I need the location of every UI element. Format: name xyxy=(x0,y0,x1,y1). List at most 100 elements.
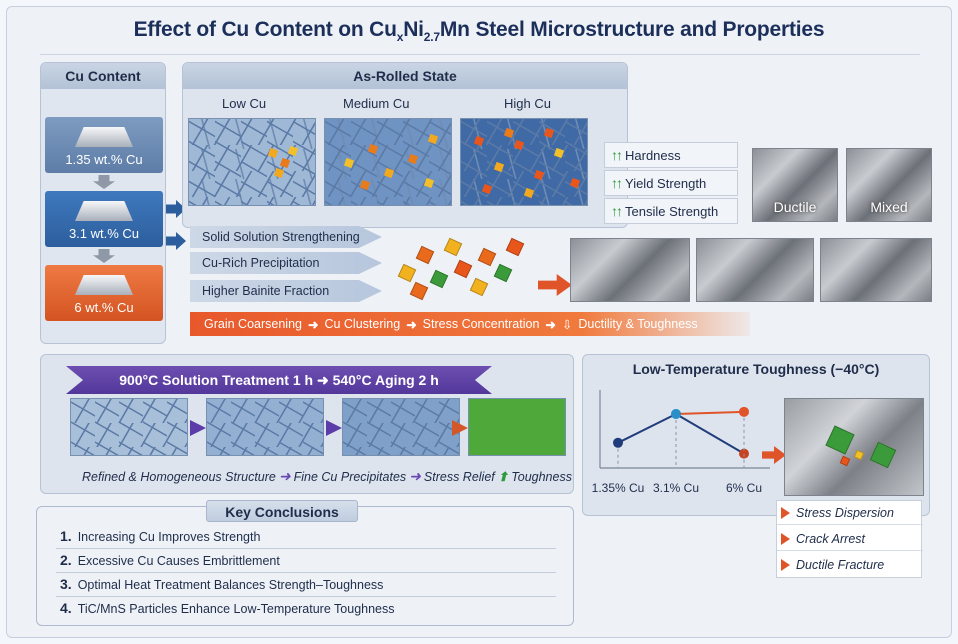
x-tick-label: 3.1% Cu xyxy=(653,481,699,495)
aging-label: 540°C Aging 2 h xyxy=(332,372,439,388)
ingot-icon xyxy=(75,127,133,147)
data-point xyxy=(613,437,623,448)
key-conclusions-header: Key Conclusions xyxy=(206,500,358,522)
cu-level-high: 6 wt.% Cu xyxy=(45,265,163,321)
microstructure-image-low xyxy=(188,118,316,206)
title-divider xyxy=(40,54,920,55)
microstructure-label-high: High Cu xyxy=(504,96,551,111)
precipitate xyxy=(279,157,291,169)
up-arrow-icon: ↑↑ xyxy=(611,203,623,219)
ht-step: Refined & Homogeneous Structure xyxy=(82,469,276,484)
precipitate xyxy=(359,179,371,191)
solution-treatment-label: 900°C Solution Treatment 1 h xyxy=(119,372,314,388)
up-arrow-icon: ↑↑ xyxy=(611,147,623,163)
page-title: Effect of Cu Content on CuxNi2.7Mn Steel… xyxy=(133,18,825,45)
cu-level-label: 3.1 wt.% Cu xyxy=(68,226,140,241)
heat-treatment-banner: 900°C Solution Treatment 1 h ➜ 540°C Agi… xyxy=(66,366,492,394)
toughening-mechanisms-list: Stress Dispersion Crack Arrest Ductile F… xyxy=(776,500,923,578)
mechanism-item: Ductile Fracture xyxy=(777,553,923,577)
crystal xyxy=(429,269,449,289)
fracture-image-1 xyxy=(570,238,690,302)
fracture-image-ductile: Ductile xyxy=(752,148,838,222)
fracture-image-mixed: Mixed xyxy=(846,148,932,222)
crystal xyxy=(443,237,463,257)
crystal xyxy=(839,455,851,467)
right-arrow-icon xyxy=(166,232,186,250)
crystal xyxy=(493,263,513,283)
data-point xyxy=(739,448,749,459)
precipitate xyxy=(473,135,485,147)
fracture-image-2 xyxy=(696,238,814,302)
crystal xyxy=(477,247,497,267)
arrow-icon: ➜ xyxy=(316,372,333,388)
conclusion-item: 4. TiC/MnS Particles Enhance Low-Temperat… xyxy=(60,600,395,616)
arrow-icon: ➜ xyxy=(278,468,291,484)
divider xyxy=(56,572,556,573)
triangle-icon xyxy=(781,559,790,571)
property-label: Yield Strength xyxy=(625,175,707,191)
arrow-icon: ➜ xyxy=(307,317,319,332)
precipitate-cluster-illustration xyxy=(384,226,534,306)
crystal xyxy=(409,281,429,301)
data-point xyxy=(739,406,749,417)
down-arrow-icon xyxy=(93,175,115,189)
precipitate xyxy=(523,187,535,199)
microstructure-image-medium xyxy=(324,118,452,206)
conclusion-item: 2. Excessive Cu Causes Embrittlement xyxy=(60,552,280,568)
crystal xyxy=(415,245,435,265)
ingot-icon xyxy=(75,201,133,221)
mechanism-solid-solution: Solid Solution Strengthening xyxy=(190,226,382,248)
triangle-icon xyxy=(781,532,790,545)
precipitate xyxy=(267,147,279,159)
property-tensile-strength: ↑↑ Tensile Strength xyxy=(604,198,738,224)
precipitate xyxy=(569,177,581,189)
chain-step: Stress Concentration xyxy=(422,317,540,331)
precipitate xyxy=(343,157,355,169)
ht-step: Toughness xyxy=(511,469,572,484)
mechanism-cu-precipitation: Cu-Rich Precipitation xyxy=(190,252,382,274)
crystal xyxy=(869,441,897,469)
mechanism-item: Stress Dispersion xyxy=(777,501,923,525)
cu-level-medium: 3.1 wt.% Cu xyxy=(45,191,163,247)
crystal xyxy=(397,263,417,283)
x-tick-label: 6% Cu xyxy=(726,481,762,495)
key-conclusions-panel xyxy=(36,506,574,626)
x-tick-label: 1.35% Cu xyxy=(592,481,645,495)
series-line xyxy=(675,410,745,415)
data-point xyxy=(671,409,681,419)
precipitate xyxy=(287,145,299,157)
precipitate xyxy=(503,127,515,139)
crystal xyxy=(453,259,473,279)
microstructure-label-medium: Medium Cu xyxy=(343,96,410,111)
toughness-line-chart: 1.35% Cu 3.1% Cu 6% Cu xyxy=(592,390,770,495)
low-temp-title: Low-Temperature Toughness (−40°C) xyxy=(632,361,880,377)
fracture-surface-image xyxy=(784,398,924,496)
as-rolled-header: As-Rolled State xyxy=(183,63,627,89)
ht-microstructure-4 xyxy=(468,398,566,456)
precipitate xyxy=(513,139,525,151)
arrow-icon: ➜ xyxy=(406,317,417,332)
series-line xyxy=(617,412,745,455)
heat-treatment-chain: Refined & Homogeneous Structure ➜ Fine C… xyxy=(82,468,572,485)
ingot-icon xyxy=(75,275,133,295)
up-arrow-icon: ↑↑ xyxy=(611,175,623,191)
microstructure-label-low: Low Cu xyxy=(222,96,267,111)
triangle-icon xyxy=(781,506,790,519)
chain-step: Grain Coarsening xyxy=(204,317,302,331)
crystal xyxy=(469,277,489,297)
crystal xyxy=(853,449,865,461)
cu-content-header: Cu Content xyxy=(41,63,165,89)
mechanism-bainite: Higher Bainite Fraction xyxy=(190,280,382,302)
ht-step: Stress Relief xyxy=(423,469,495,484)
property-hardness: ↑↑ Hardness xyxy=(604,142,738,168)
ht-microstructure-2 xyxy=(206,398,324,456)
precipitate xyxy=(481,183,493,195)
fracture-caption: Ductile xyxy=(773,199,817,215)
cu-level-label: 6 wt.% Cu xyxy=(74,300,134,315)
arrow-icon: ➜ xyxy=(409,468,421,484)
property-label: Hardness xyxy=(625,147,681,163)
precipitate xyxy=(423,177,435,189)
cu-level-low: 1.35 wt.% Cu xyxy=(45,117,163,173)
precipitate xyxy=(367,143,379,155)
precipitate xyxy=(543,127,555,139)
